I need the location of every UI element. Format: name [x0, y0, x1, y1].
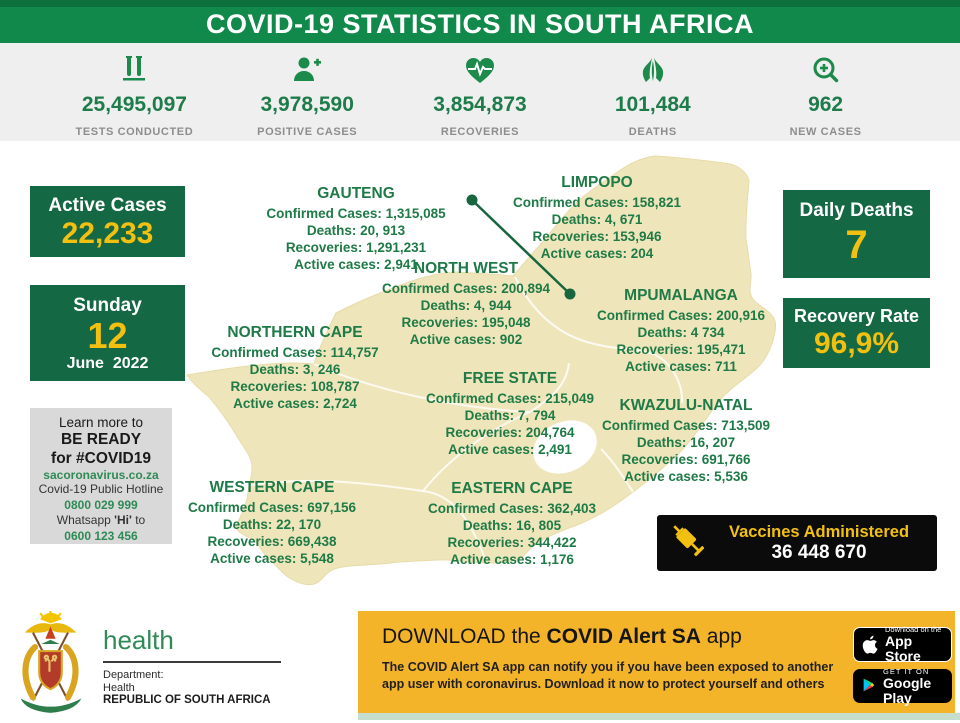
google-play-badge[interactable]: GET IT ON Google Play — [853, 667, 952, 705]
recovery-rate-value: 96,9% — [813, 327, 900, 360]
recovery-rate-title: Recovery Rate — [793, 306, 920, 326]
stat-label: POSITIVE CASES — [257, 126, 358, 138]
gauteng-leader-line — [466, 194, 576, 300]
syringe-icon — [667, 518, 711, 569]
daily-deaths-title: Daily Deaths — [799, 200, 914, 221]
daily-deaths-box: Daily Deaths 7 — [783, 190, 930, 278]
province-northern-cape: NORTHERN CAPE Confirmed Cases: 114,757 D… — [211, 324, 379, 411]
province-name: EASTERN CAPE — [451, 480, 573, 497]
heart-pulse-icon — [394, 55, 567, 87]
active-cases-title: Active Cases — [48, 195, 167, 216]
date-day: 12 — [87, 315, 128, 356]
province-name: GAUTENG — [317, 185, 395, 202]
vaccines-administered-box: Vaccines Administered 36 448 670 — [657, 515, 937, 571]
south-africa-map — [186, 155, 776, 586]
apple-icon — [862, 635, 879, 655]
vaccines-value: 36 448 670 — [771, 541, 867, 563]
stat-newcases: 962 NEW CASES — [739, 43, 912, 141]
banner-body: The COVID Alert SA app can notify you if… — [382, 660, 834, 691]
covid-info-box: Learn more to BE READY for #COVID19 saco… — [30, 408, 172, 544]
date-box: Sunday 12 June 2022 — [30, 285, 185, 381]
recovery-rate-box: Recovery Rate 96,9% — [783, 298, 930, 368]
whatsapp-line: Whatsapp 'Hi' to — [56, 513, 146, 527]
stat-value: 3,978,590 — [260, 93, 354, 116]
stat-tests: 25,495,097 TESTS CONDUCTED — [48, 43, 221, 141]
stat-label: TESTS CONDUCTED — [75, 126, 194, 138]
province-name: WESTERN CAPE — [209, 479, 335, 496]
stat-recoveries: 3,854,873 RECOVERIES — [394, 43, 567, 141]
national-stats-bar: 25,495,097 TESTS CONDUCTED 3,978,590 POS… — [0, 43, 960, 141]
province-name: FREE STATE — [462, 370, 558, 387]
country-outline — [186, 155, 776, 586]
brand-divider — [103, 661, 281, 663]
province-mpumalanga: MPUMALANGA Confirmed Cases: 200,916 Deat… — [596, 287, 766, 374]
province-eastern-cape: EASTERN CAPE Confirmed Cases: 362,403 De… — [427, 480, 597, 567]
province-limpopo: LIMPOPO Confirmed Cases: 158,821 Deaths:… — [512, 174, 682, 261]
banner-bottom-strip — [358, 713, 960, 720]
province-name: NORTH WEST — [413, 260, 519, 277]
header-bar: COVID-19 STATISTICS IN SOUTH AFRICA — [0, 0, 960, 43]
date-month-year: June 2022 — [66, 355, 149, 372]
app-store-badge[interactable]: Download on the App Store — [853, 625, 952, 664]
google-play-icon — [861, 676, 877, 696]
stat-positive: 3,978,590 POSITIVE CASES — [221, 43, 394, 141]
stat-deaths: 101,484 DEATHS — [566, 43, 739, 141]
province-name: MPUMALANGA — [624, 287, 738, 304]
stat-label: DEATHS — [628, 126, 677, 138]
magnifier-plus-icon — [739, 55, 912, 87]
province-kwazulu-natal: KWAZULU-NATAL Confirmed Cases: 713,509 D… — [601, 397, 771, 484]
vaccines-title: Vaccines Administered — [728, 522, 910, 541]
province-name: KWAZULU-NATAL — [619, 397, 753, 414]
health-wordmark: health — [103, 625, 174, 655]
test-tubes-icon — [48, 55, 221, 87]
praying-hands-icon — [566, 55, 739, 87]
date-day-name: Sunday — [73, 295, 142, 316]
province-borders — [239, 276, 684, 560]
province-name: NORTHERN CAPE — [227, 324, 363, 341]
stat-value: 25,495,097 — [81, 93, 187, 116]
stat-label: NEW CASES — [789, 126, 862, 138]
stat-value: 962 — [808, 93, 844, 116]
active-cases-value: 22,233 — [61, 217, 154, 250]
coat-of-arms-logo — [12, 610, 90, 723]
whatsapp-number[interactable]: 0600 123 456 — [64, 528, 138, 543]
active-cases-box: Active Cases 22,233 — [30, 186, 185, 257]
stat-value: 101,484 — [614, 93, 691, 116]
province-north-west: NORTH WEST Confirmed Cases: 200,894 Deat… — [381, 260, 551, 347]
banner-title: DOWNLOAD the COVID Alert SA app — [382, 625, 742, 648]
sacoronavirus-link[interactable]: sacoronavirus.co.za — [43, 468, 159, 482]
department-brand: health Department: Health REPUBLIC OF SO… — [103, 625, 281, 707]
lesotho-enclave — [533, 420, 597, 474]
daily-deaths-value: 7 — [845, 223, 868, 267]
stat-label: RECOVERIES — [440, 126, 520, 138]
province-western-cape: WESTERN CAPE Confirmed Cases: 697,156 De… — [187, 479, 357, 566]
province-free-state: FREE STATE Confirmed Cases: 215,049 Deat… — [425, 370, 595, 457]
hotline-number[interactable]: 0800 029 999 — [64, 497, 138, 512]
province-name: LIMPOPO — [561, 174, 633, 191]
hotline-label: Covid-19 Public Hotline — [38, 482, 164, 496]
person-plus-icon — [221, 55, 394, 87]
page-title: COVID-19 STATISTICS IN SOUTH AFRICA — [205, 9, 755, 39]
province-gauteng: GAUTENG Confirmed Cases: 1,315,085 Death… — [266, 185, 446, 272]
stat-value: 3,854,873 — [433, 93, 527, 116]
